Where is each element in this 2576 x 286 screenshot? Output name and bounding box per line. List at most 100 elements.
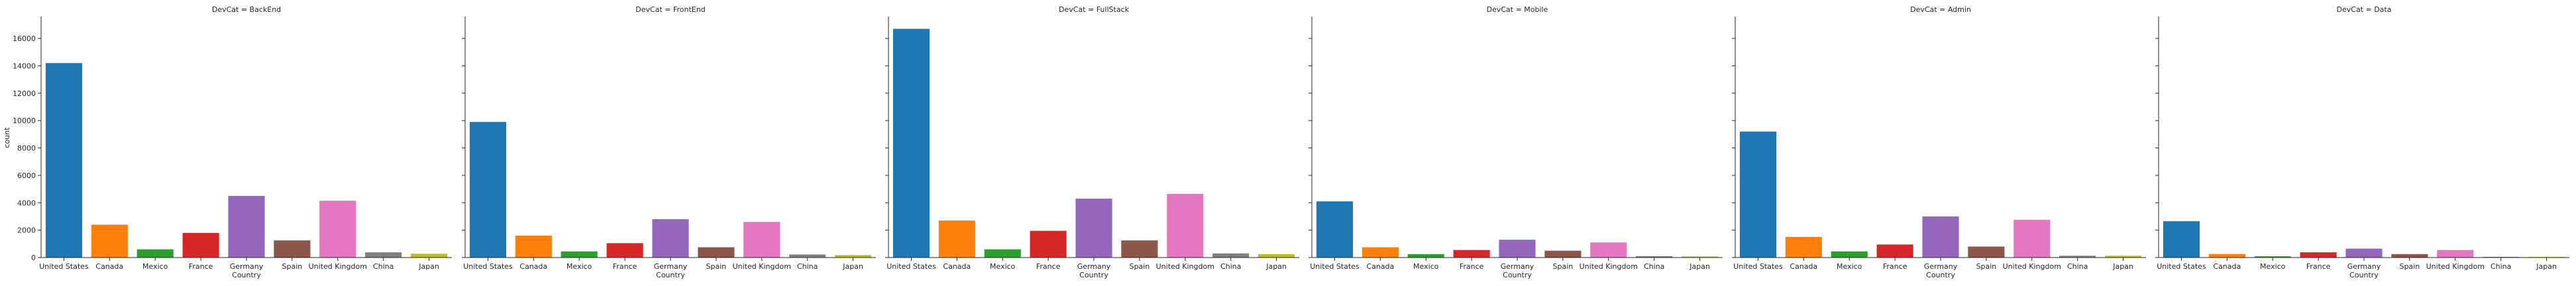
x-tick-label: United States bbox=[1310, 262, 1360, 271]
panel-title: DevCat = BackEnd bbox=[212, 5, 281, 14]
x-tick-label: Spain bbox=[2400, 262, 2420, 271]
x-tick-label: Germany bbox=[2347, 262, 2381, 271]
x-tick-label: France bbox=[1460, 262, 1484, 271]
x-tick-label: Germany bbox=[1924, 262, 1958, 271]
bar bbox=[652, 219, 689, 258]
bar bbox=[835, 255, 872, 258]
y-tick-label: 16000 bbox=[13, 34, 36, 43]
x-tick-label: China bbox=[1220, 262, 1241, 271]
y-tick-label: 14000 bbox=[13, 62, 36, 70]
bar bbox=[1499, 240, 1536, 258]
panel-title: DevCat = Data bbox=[2337, 5, 2392, 14]
bar bbox=[2528, 256, 2565, 258]
bar bbox=[2391, 254, 2428, 258]
x-tick-label: United States bbox=[886, 262, 936, 271]
x-tick-label: Mexico bbox=[2260, 262, 2286, 271]
x-axis-label: Country bbox=[1079, 271, 1108, 279]
x-tick-label: Japan bbox=[418, 262, 439, 271]
bar bbox=[1167, 193, 1204, 258]
x-tick-label: China bbox=[1644, 262, 1664, 271]
bar bbox=[228, 195, 265, 258]
x-tick-label: Germany bbox=[1077, 262, 1111, 271]
bar bbox=[2163, 221, 2200, 258]
x-tick-label: Spain bbox=[1976, 262, 1997, 271]
x-tick-label: Spain bbox=[282, 262, 303, 271]
bar bbox=[2345, 248, 2383, 258]
x-tick-label: Canada bbox=[1366, 262, 1394, 271]
bar bbox=[984, 249, 1021, 258]
bar bbox=[789, 254, 826, 258]
x-tick-label: Japan bbox=[1689, 262, 1710, 271]
bar bbox=[2437, 250, 2474, 258]
bar bbox=[606, 243, 643, 258]
facet-panel: DevCat = Mobile United States Canada Mexico… bbox=[1309, 5, 1723, 279]
bar bbox=[1785, 236, 1822, 258]
x-tick-label: Mexico bbox=[1837, 262, 1862, 271]
x-tick-label: United Kingdom bbox=[733, 262, 791, 271]
bar bbox=[1922, 216, 1959, 258]
facet-panel: DevCat = BackEnd 0 2000 4000 6000 8000 10000 12… bbox=[13, 5, 452, 279]
bar bbox=[561, 251, 598, 258]
x-tick-label: China bbox=[2067, 262, 2088, 271]
x-tick-label: Canada bbox=[943, 262, 971, 271]
x-tick-label: France bbox=[1036, 262, 1061, 271]
y-tick-label: 12000 bbox=[13, 89, 36, 98]
facet-panel: DevCat = FrontEnd United States Canada Mexi… bbox=[462, 5, 876, 279]
facet-panel: DevCat = Data United States Canada Mexico Fr… bbox=[2155, 5, 2569, 279]
y-tick-label: 6000 bbox=[17, 171, 36, 180]
facet-panel: DevCat = Admin United States Canada Mexico F… bbox=[1732, 5, 2146, 279]
y-tick-label: 0 bbox=[31, 254, 36, 262]
bar bbox=[1258, 254, 1295, 258]
x-tick-label: United States bbox=[463, 262, 513, 271]
x-tick-label: France bbox=[2306, 262, 2331, 271]
bar bbox=[1831, 251, 1868, 258]
bar bbox=[1636, 256, 1673, 258]
bar bbox=[1362, 247, 1399, 258]
x-tick-label: United Kingdom bbox=[2426, 262, 2485, 271]
x-tick-label: United States bbox=[2157, 262, 2206, 271]
bar bbox=[1407, 254, 1444, 258]
bar bbox=[2208, 254, 2245, 258]
x-tick-label: Mexico bbox=[566, 262, 592, 271]
bar bbox=[2059, 256, 2096, 258]
x-tick-label: Spain bbox=[1553, 262, 1574, 271]
bar bbox=[1876, 244, 1913, 258]
x-tick-label: United Kingdom bbox=[309, 262, 367, 271]
x-tick-label: Canada bbox=[2213, 262, 2241, 271]
y-tick-label: 10000 bbox=[13, 117, 36, 125]
bar bbox=[1316, 201, 1353, 258]
panel-title: DevCat = Mobile bbox=[1487, 5, 1548, 14]
x-tick-label: Spain bbox=[706, 262, 727, 271]
x-axis-label: Country bbox=[656, 271, 685, 279]
bar bbox=[319, 201, 356, 258]
x-tick-label: Canada bbox=[1790, 262, 1817, 271]
x-tick-label: Japan bbox=[2536, 262, 2557, 271]
y-tick-label: 4000 bbox=[17, 199, 36, 207]
x-tick-label: France bbox=[613, 262, 637, 271]
facet-panel: DevCat = FullStack United States Canada Mex… bbox=[885, 5, 1299, 279]
bar bbox=[938, 220, 975, 258]
bar bbox=[136, 249, 174, 258]
x-tick-label: Germany bbox=[1501, 262, 1534, 271]
x-tick-label: United Kingdom bbox=[1156, 262, 1214, 271]
bar bbox=[2105, 256, 2142, 258]
bar bbox=[2300, 252, 2337, 258]
bar bbox=[2254, 256, 2291, 258]
x-tick-label: Japan bbox=[1265, 262, 1287, 271]
y-axis-label: count bbox=[3, 127, 11, 148]
bar bbox=[1121, 240, 1158, 258]
panel-title: DevCat = FullStack bbox=[1059, 5, 1130, 14]
x-tick-label: Mexico bbox=[142, 262, 168, 271]
x-tick-label: Spain bbox=[1130, 262, 1150, 271]
bar bbox=[892, 28, 930, 258]
bar bbox=[45, 63, 82, 258]
x-tick-label: Germany bbox=[230, 262, 264, 271]
x-tick-label: United States bbox=[39, 262, 89, 271]
chart-panels: DevCat = BackEnd 0 2000 4000 6000 8000 10000 12… bbox=[3, 5, 2569, 279]
x-tick-label: United States bbox=[1733, 262, 1783, 271]
bar bbox=[743, 222, 780, 258]
x-tick-label: China bbox=[797, 262, 818, 271]
x-axis-label: Country bbox=[232, 271, 261, 279]
bar bbox=[515, 235, 552, 258]
bar bbox=[1682, 256, 1719, 258]
